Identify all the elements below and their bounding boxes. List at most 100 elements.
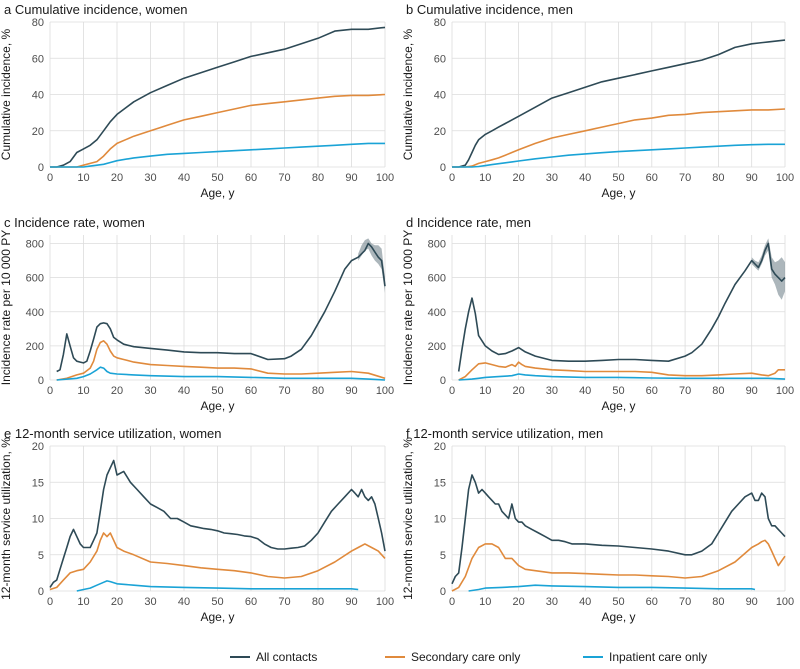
x-tick-label: 40: [178, 596, 190, 608]
series-line-secondary-care-only: [56, 340, 386, 381]
series-line-inpatient-care-only: [452, 143, 785, 168]
y-tick-label: 10: [434, 514, 446, 526]
x-axis-label: Age, y: [601, 399, 635, 413]
x-tick-label: 60: [646, 172, 658, 184]
x-tick-label: 20: [512, 172, 524, 184]
y-tick-label: 200: [428, 341, 446, 353]
x-axis-label: Age, y: [200, 399, 234, 413]
x-tick-label: 40: [579, 385, 591, 397]
x-tick-label: 10: [479, 596, 491, 608]
x-tick-label: 70: [278, 596, 290, 608]
x-tick-label: 0: [47, 596, 53, 608]
x-tick-label: 0: [47, 385, 53, 397]
panel-title: c Incidence rate, women: [4, 215, 145, 230]
panel-f: 0 5 10 15 20 0 10 20 30 40 50 60 70 80 90 100 f 12-month…: [401, 426, 794, 624]
panel-d: 0 200 400 600 800 0 10 20 30 40 50 60 70 80 90 100 d Inc…: [401, 215, 794, 413]
x-tick-label: 90: [345, 596, 357, 608]
x-tick-label: 10: [479, 172, 491, 184]
panel-e: 0 5 10 15 20 0 10 20 30 40 50 60 70 80 90 100 e 12-month…: [0, 426, 394, 624]
x-tick-label: 20: [111, 385, 123, 397]
y-tick-label: 60: [434, 53, 446, 65]
panel-c: 0 200 400 600 800 0 10 20 30 40 50 60 70 80 90 100 c Inc…: [0, 215, 394, 413]
x-axis-label: Age, y: [200, 186, 234, 200]
y-tick-label: 20: [434, 441, 446, 453]
y-tick-label: 600: [26, 273, 44, 285]
y-axis-label: Incidence rate per 10 000 PY: [401, 230, 415, 385]
y-tick-label: 5: [440, 550, 446, 562]
x-tick-label: 20: [111, 596, 123, 608]
x-tick-label: 10: [77, 385, 89, 397]
x-tick-label: 80: [712, 172, 724, 184]
y-tick-label: 0: [38, 375, 44, 387]
x-tick-label: 10: [77, 596, 89, 608]
x-tick-label: 90: [746, 385, 758, 397]
confidence-band: [358, 238, 385, 293]
x-tick-label: 10: [77, 172, 89, 184]
panel-a: 0 20 40 60 80 0 10 20 30 40 50 60 70 80 90 100 a Cumulat…: [0, 2, 394, 200]
y-tick-label: 20: [434, 126, 446, 138]
x-tick-label: 30: [144, 172, 156, 184]
y-tick-label: 600: [428, 273, 446, 285]
x-tick-label: 80: [712, 385, 724, 397]
series-line-inpatient-care-only: [50, 142, 385, 168]
x-tick-label: 70: [679, 596, 691, 608]
x-tick-label: 40: [579, 172, 591, 184]
x-tick-label: 40: [579, 596, 591, 608]
x-tick-label: 80: [312, 172, 324, 184]
series-line-all-contacts: [457, 242, 786, 372]
series-line-secondary-care-only: [49, 532, 386, 591]
panel-title: a Cumulative incidence, women: [4, 2, 188, 17]
x-tick-label: 100: [776, 172, 794, 184]
y-tick-label: 800: [428, 239, 446, 251]
series-line-inpatient-care-only: [468, 584, 756, 592]
legend-label: Secondary care only: [411, 650, 520, 664]
y-axis-label: 12-month service utilization, %: [401, 437, 415, 600]
x-tick-label: 50: [612, 385, 624, 397]
x-tick-label: 30: [546, 596, 558, 608]
series-line-all-contacts: [452, 39, 786, 168]
x-tick-label: 60: [646, 385, 658, 397]
x-tick-label: 20: [512, 385, 524, 397]
y-axis-label: Cumulative incidence, %: [0, 28, 13, 160]
x-tick-label: 30: [546, 172, 558, 184]
x-tick-label: 0: [47, 172, 53, 184]
x-tick-label: 80: [712, 596, 724, 608]
x-tick-label: 100: [776, 385, 794, 397]
x-tick-label: 10: [479, 385, 491, 397]
x-tick-label: 100: [376, 596, 394, 608]
panel-b: 0 20 40 60 80 0 10 20 30 40 50 60 70 80 90 100 b Cumulat…: [401, 2, 794, 200]
y-tick-label: 0: [440, 162, 446, 174]
x-tick-label: 90: [345, 385, 357, 397]
panel-title: d Incidence rate, men: [406, 215, 531, 230]
y-tick-label: 20: [32, 126, 44, 138]
series-line-inpatient-care-only: [458, 373, 786, 381]
x-tick-label: 70: [679, 385, 691, 397]
x-tick-label: 30: [144, 596, 156, 608]
x-tick-label: 60: [245, 385, 257, 397]
y-axis-label: 12-month service utilization, %: [0, 437, 13, 600]
x-tick-label: 100: [376, 172, 394, 184]
series-line-inpatient-care-only: [76, 580, 359, 592]
x-tick-label: 30: [546, 385, 558, 397]
x-tick-label: 0: [449, 385, 455, 397]
x-tick-label: 50: [612, 172, 624, 184]
x-tick-label: 40: [178, 385, 190, 397]
y-tick-label: 5: [38, 550, 44, 562]
x-tick-label: 100: [376, 385, 394, 397]
x-tick-label: 50: [612, 596, 624, 608]
y-tick-label: 80: [32, 17, 44, 29]
y-tick-label: 10: [32, 514, 44, 526]
panel-title: f 12-month service utilization, men: [406, 426, 603, 441]
series-line-secondary-care-only: [451, 539, 786, 592]
x-tick-label: 30: [144, 385, 156, 397]
x-tick-label: 70: [278, 385, 290, 397]
y-tick-label: 800: [26, 239, 44, 251]
x-tick-label: 90: [345, 172, 357, 184]
x-tick-label: 60: [646, 596, 658, 608]
x-tick-label: 50: [211, 172, 223, 184]
x-tick-label: 60: [245, 172, 257, 184]
x-tick-label: 0: [449, 596, 455, 608]
y-tick-label: 0: [440, 375, 446, 387]
series-line-all-contacts: [50, 26, 386, 168]
x-tick-label: 60: [245, 596, 257, 608]
